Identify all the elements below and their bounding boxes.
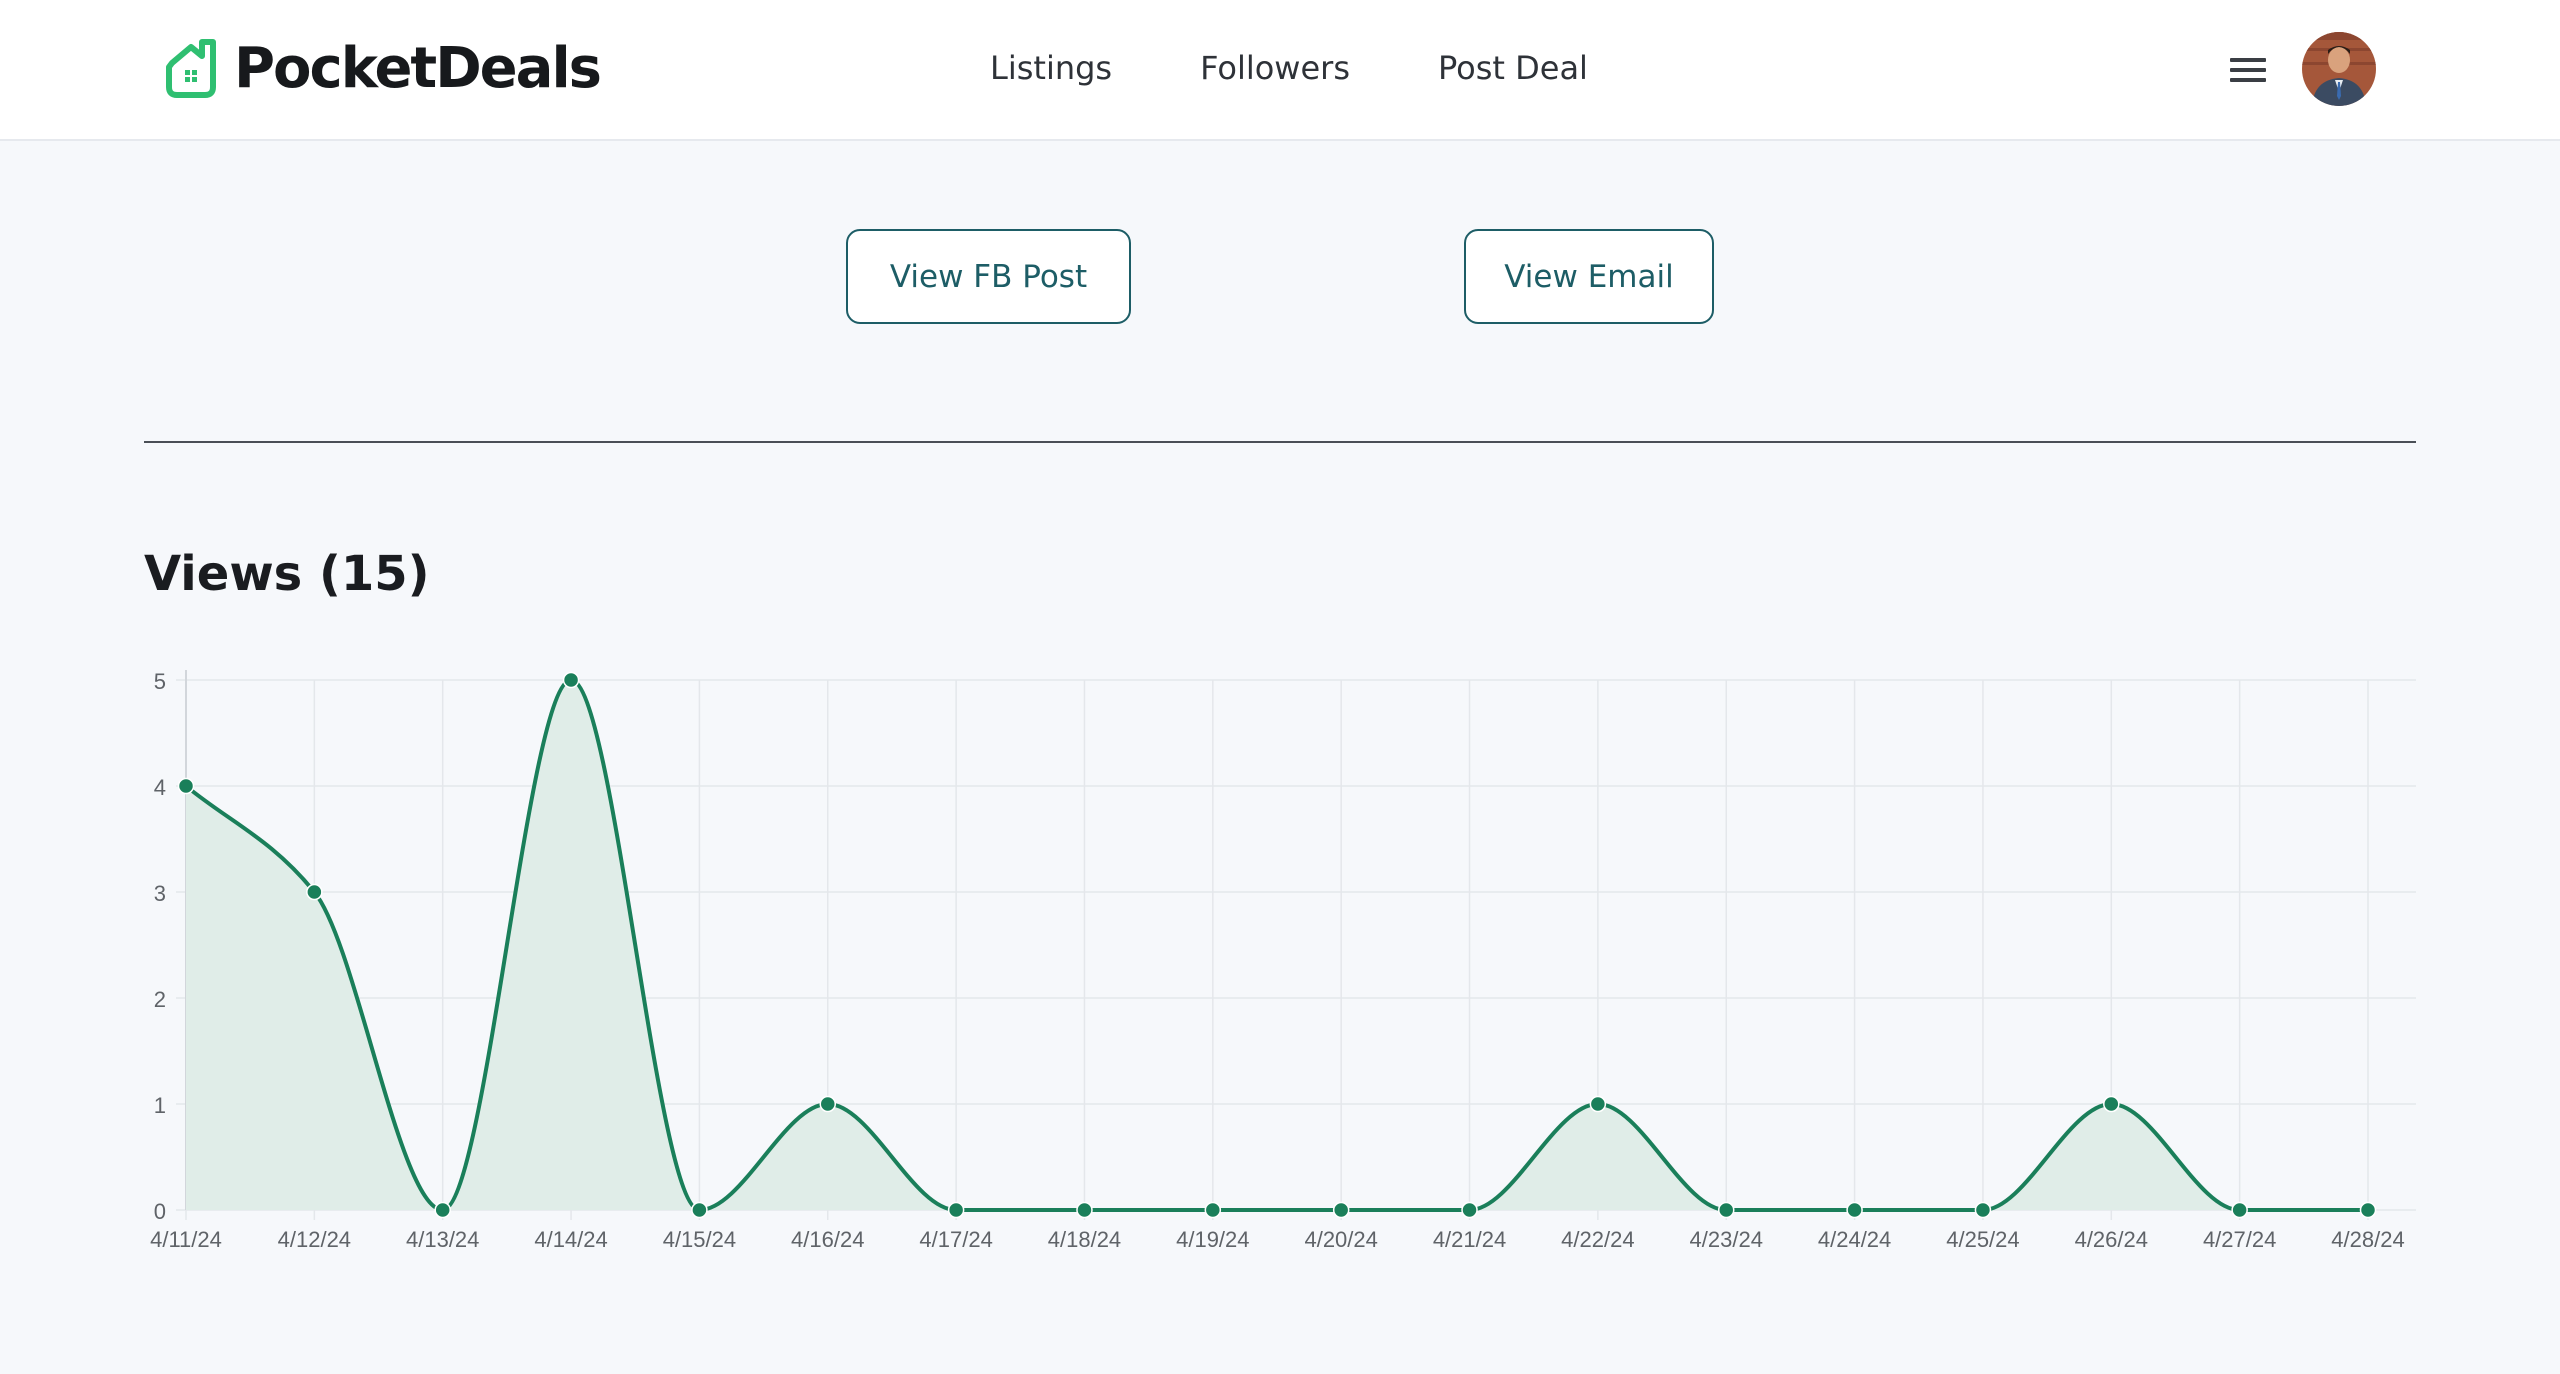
data-point[interactable] — [2359, 1201, 2377, 1219]
data-point[interactable] — [1204, 1201, 1222, 1219]
data-point[interactable] — [306, 883, 323, 901]
data-point[interactable] — [819, 1095, 837, 1113]
y-tick-label: 3 — [154, 881, 166, 906]
y-tick-label: 1 — [154, 1093, 166, 1118]
view-fb-post-button[interactable]: View FB Post — [846, 229, 1131, 324]
chart-points — [177, 671, 2377, 1219]
data-point[interactable] — [177, 777, 195, 795]
x-tick-label: 4/25/24 — [1946, 1227, 2019, 1252]
chart-grid — [176, 670, 2416, 1220]
x-tick-label: 4/18/24 — [1048, 1227, 1121, 1252]
data-point[interactable] — [1461, 1201, 1478, 1219]
x-tick-label: 4/23/24 — [1690, 1227, 1763, 1252]
data-point[interactable] — [1589, 1095, 1607, 1113]
x-tick-label: 4/13/24 — [406, 1227, 479, 1252]
x-tick-label: 4/17/24 — [919, 1227, 992, 1252]
top-navbar: PocketDeals Listings Followers Post Deal — [0, 0, 2560, 141]
house-logo-icon — [166, 39, 216, 98]
data-point[interactable] — [1974, 1201, 1992, 1219]
hamburger-menu-icon[interactable] — [2226, 52, 2270, 88]
data-point[interactable] — [691, 1201, 708, 1219]
brand-name: PocketDeals — [234, 36, 602, 101]
brand-logo[interactable]: PocketDeals — [162, 34, 602, 104]
y-tick-label: 2 — [154, 987, 166, 1012]
nav-post-deal[interactable]: Post Deal — [1437, 49, 1588, 87]
x-tick-label: 4/21/24 — [1433, 1227, 1506, 1252]
nav-followers[interactable]: Followers — [1200, 49, 1350, 87]
x-tick-label: 4/12/24 — [278, 1227, 351, 1252]
x-tick-label: 4/19/24 — [1176, 1227, 1249, 1252]
data-point[interactable] — [1717, 1201, 1735, 1219]
x-axis-labels: 4/11/24 4/12/24 4/13/24 4/14/24 4/15/24 4/16/… — [150, 1227, 2405, 1252]
y-axis-labels: 0 1 2 3 4 5 — [154, 669, 166, 1224]
x-tick-label: 4/15/24 — [663, 1227, 736, 1252]
view-email-button[interactable]: View Email — [1464, 229, 1714, 324]
x-tick-label: 4/22/24 — [1561, 1227, 1634, 1252]
x-tick-label: 4/27/24 — [2203, 1227, 2276, 1252]
x-tick-label: 4/24/24 — [1818, 1227, 1891, 1252]
x-tick-label: 4/14/24 — [534, 1227, 607, 1252]
data-point[interactable] — [2103, 1095, 2120, 1113]
data-point[interactable] — [947, 1201, 965, 1219]
views-area-fill — [186, 680, 2368, 1210]
data-point[interactable] — [1332, 1201, 1350, 1219]
main-nav: Listings Followers Post Deal — [990, 46, 1588, 90]
y-tick-label: 4 — [154, 775, 166, 800]
section-divider — [144, 441, 2416, 443]
data-point[interactable] — [1846, 1201, 1863, 1219]
data-point[interactable] — [1076, 1201, 1093, 1219]
y-tick-label: 0 — [154, 1199, 166, 1224]
y-tick-label: 5 — [154, 669, 166, 694]
views-line — [184, 677, 2369, 1213]
x-tick-label: 4/28/24 — [2331, 1227, 2404, 1252]
x-tick-label: 4/26/24 — [2075, 1227, 2148, 1252]
data-point[interactable] — [562, 671, 580, 689]
user-avatar-icon[interactable] — [2302, 32, 2376, 106]
data-point[interactable] — [2231, 1201, 2248, 1219]
views-heading: Views (15) — [144, 546, 430, 602]
nav-listings[interactable]: Listings — [990, 49, 1113, 87]
x-tick-label: 4/16/24 — [791, 1227, 864, 1252]
x-tick-label: 4/20/24 — [1304, 1227, 1377, 1252]
x-tick-label: 4/11/24 — [150, 1227, 222, 1252]
data-point[interactable] — [434, 1201, 451, 1219]
